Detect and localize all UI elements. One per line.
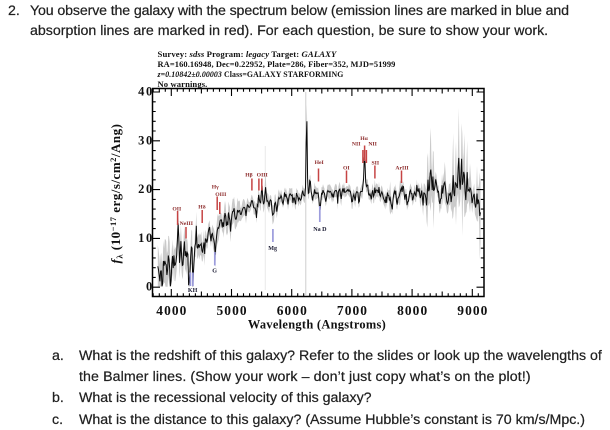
svg-text:RA=160.16948, Dec=0.22952, Pla: RA=160.16948, Dec=0.22952, Plate=286, Fi… bbox=[158, 59, 396, 69]
svg-text:8000: 8000 bbox=[397, 303, 428, 318]
svg-text:OIII: OIII bbox=[215, 192, 227, 198]
svg-text:G: G bbox=[212, 269, 217, 275]
svg-text:Hα: Hα bbox=[360, 136, 368, 142]
svg-text:SII: SII bbox=[372, 160, 380, 166]
svg-text:Mg: Mg bbox=[268, 246, 277, 252]
svg-text:ArIII: ArIII bbox=[395, 165, 409, 171]
svg-text:Na D: Na D bbox=[313, 227, 327, 233]
svg-text:No warnings.: No warnings. bbox=[158, 79, 208, 89]
svg-text:z=0.10842±0.00003 Class=GALAXY: z=0.10842±0.00003 Class=GALAXY STARFORMI… bbox=[157, 69, 344, 79]
svg-text:Hδ: Hδ bbox=[198, 204, 205, 210]
svg-text:Hβ: Hβ bbox=[245, 172, 252, 178]
svg-text:KH: KH bbox=[188, 288, 198, 294]
svg-text:4000: 4000 bbox=[156, 303, 187, 318]
svg-text:Wavelength (Angstroms): Wavelength (Angstroms) bbox=[248, 318, 386, 332]
svg-text:fλ (10−17 erg/s/cm2/Ang): fλ (10−17 erg/s/cm2/Ang) bbox=[108, 124, 125, 264]
svg-text:9000: 9000 bbox=[457, 303, 488, 318]
svg-text:40: 40 bbox=[138, 85, 154, 99]
svg-text:NII: NII bbox=[368, 141, 377, 147]
svg-text:30: 30 bbox=[138, 133, 154, 147]
svg-text:6000: 6000 bbox=[277, 303, 308, 318]
svg-text:7000: 7000 bbox=[337, 303, 368, 318]
svg-text:5000: 5000 bbox=[217, 303, 248, 318]
svg-text:NeIII: NeIII bbox=[180, 221, 194, 227]
svg-text:OIII: OIII bbox=[257, 172, 269, 178]
svg-text:10: 10 bbox=[138, 231, 154, 245]
svg-text:HeI: HeI bbox=[315, 160, 325, 166]
svg-text:0: 0 bbox=[146, 280, 154, 294]
svg-text:Survey: sdss Program: legacy T: Survey: sdss Program: legacy Target: GAL… bbox=[158, 49, 338, 59]
svg-text:NII: NII bbox=[352, 141, 361, 147]
svg-text:OII: OII bbox=[172, 206, 182, 212]
svg-text:20: 20 bbox=[138, 182, 154, 196]
svg-text:Hγ: Hγ bbox=[212, 184, 219, 190]
svg-text:OI: OI bbox=[343, 165, 350, 171]
